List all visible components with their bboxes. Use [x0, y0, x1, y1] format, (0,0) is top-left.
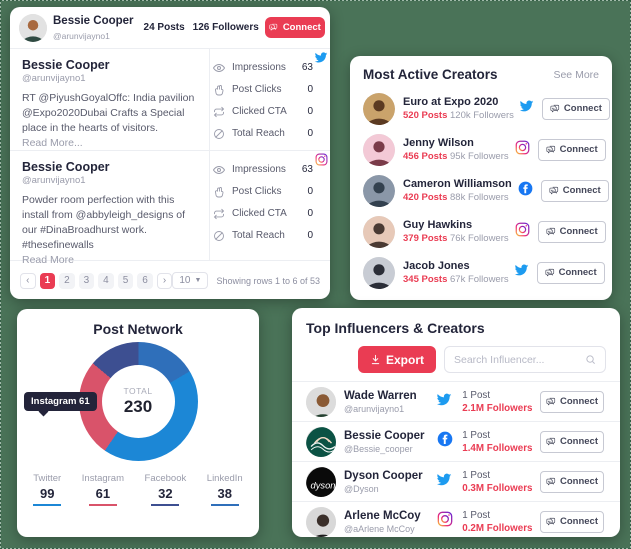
svg-text:dyson: dyson [311, 480, 336, 490]
